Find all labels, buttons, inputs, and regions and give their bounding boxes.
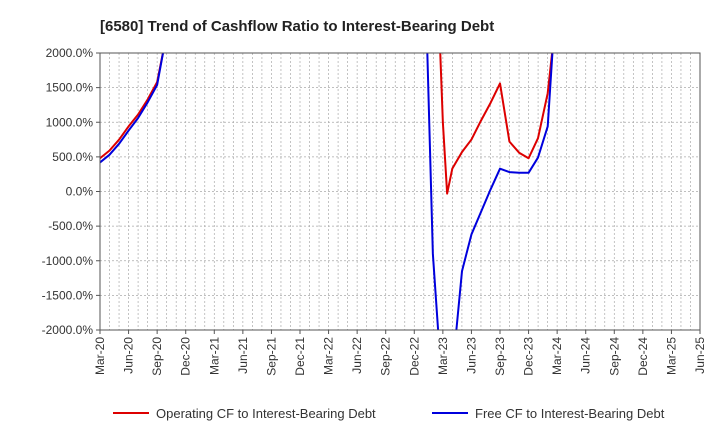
chart-title: [6580] Trend of Cashflow Ratio to Intere… <box>100 18 494 35</box>
x-tick-label: Jun-24 <box>579 337 593 374</box>
x-tick-label: Sep-24 <box>607 337 621 376</box>
series-layer <box>100 53 554 330</box>
x-tick-label: Jun-20 <box>122 337 136 374</box>
x-tick-label: Dec-23 <box>522 337 536 376</box>
series-line-1 <box>100 53 554 195</box>
x-tick-label: Mar-23 <box>436 337 450 375</box>
y-tick-label: 0.0% <box>66 185 94 199</box>
x-tick-label: Dec-20 <box>179 337 193 376</box>
y-tick-label: -2000.0% <box>42 323 94 337</box>
x-tick-label: Sep-23 <box>493 337 507 376</box>
x-tick-label: Sep-22 <box>379 337 393 376</box>
x-tick-label: Jun-22 <box>350 337 364 374</box>
legend-label-2: Free CF to Interest-Bearing Debt <box>475 406 665 421</box>
x-tick-label: Mar-24 <box>550 337 564 375</box>
y-tick-label: 2000.0% <box>46 46 94 60</box>
legend-label-1: Operating CF to Interest-Bearing Debt <box>156 406 376 421</box>
x-tick-label: Jun-25 <box>693 337 707 374</box>
x-axis: Mar-20 Jun-20 Sep-20 Dec-20 Mar-21 Jun-21 Sep-… <box>93 330 707 376</box>
y-axis: 2000.0% 1500.0% 1000.0% 500.0% 0.0% -500.0% -1… <box>42 46 100 337</box>
legend: Operating CF to Interest-Bearing Debt Fre… <box>113 406 665 421</box>
series-line-2 <box>100 53 554 330</box>
x-tick-label: Sep-20 <box>150 337 164 376</box>
y-tick-label: 1000.0% <box>46 115 94 129</box>
x-tick-label: Mar-21 <box>207 337 221 375</box>
y-tick-label: 1500.0% <box>46 81 94 95</box>
x-tick-label: Dec-24 <box>636 337 650 376</box>
y-tick-label: 500.0% <box>52 150 93 164</box>
y-tick-label: -1500.0% <box>42 288 94 302</box>
y-tick-label: -500.0% <box>48 219 93 233</box>
y-tick-label: -1000.0% <box>42 254 94 268</box>
x-tick-label: Dec-22 <box>407 337 421 376</box>
x-tick-label: Sep-21 <box>264 337 278 376</box>
x-tick-label: Jun-21 <box>236 337 250 374</box>
x-tick-label: Mar-22 <box>322 337 336 375</box>
x-tick-label: Jun-23 <box>464 337 478 374</box>
x-tick-label: Mar-20 <box>93 337 107 375</box>
x-tick-label: Dec-21 <box>293 337 307 376</box>
x-tick-label: Mar-25 <box>664 337 678 375</box>
